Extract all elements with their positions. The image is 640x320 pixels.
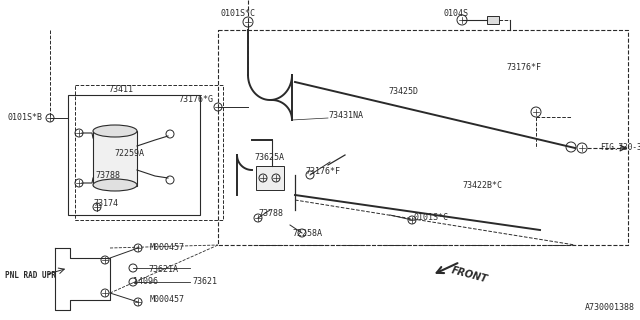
Text: 0101S*C: 0101S*C (221, 10, 255, 19)
Text: 73788: 73788 (258, 209, 283, 218)
Text: 73422B*C: 73422B*C (462, 180, 502, 189)
Ellipse shape (93, 179, 137, 191)
Text: FRONT: FRONT (450, 265, 488, 284)
Text: M000457: M000457 (150, 244, 185, 252)
Text: 73174: 73174 (93, 198, 118, 207)
Bar (68, 95, 200, 215)
Text: 72259A: 72259A (114, 148, 144, 157)
Bar (256, 166, 284, 190)
Text: 73411: 73411 (108, 84, 133, 93)
Text: 0101S*B: 0101S*B (8, 113, 43, 122)
Text: 73176*F: 73176*F (305, 167, 340, 177)
Text: 73625A: 73625A (254, 154, 284, 163)
Text: 73425D: 73425D (388, 86, 418, 95)
Text: 73176*F: 73176*F (506, 63, 541, 73)
Text: M000457: M000457 (150, 295, 185, 305)
Text: 0104S: 0104S (444, 10, 469, 19)
Text: 73621: 73621 (192, 277, 217, 286)
Text: A730001388: A730001388 (585, 303, 635, 312)
Text: 73788: 73788 (95, 171, 120, 180)
Text: 72258A: 72258A (292, 228, 322, 237)
Text: 73431NA: 73431NA (328, 110, 363, 119)
Ellipse shape (93, 125, 137, 137)
Bar (218, 30, 628, 245)
Text: FIG.730-3: FIG.730-3 (600, 143, 640, 153)
Text: 14096: 14096 (133, 277, 158, 286)
Bar (487, 16, 499, 24)
Text: 0101S*C: 0101S*C (414, 213, 449, 222)
Text: PNL RAD UPR: PNL RAD UPR (5, 271, 56, 281)
Bar (75, 85, 223, 220)
Bar (93, 131, 137, 186)
Text: 73621A: 73621A (148, 266, 178, 275)
Text: 73176*G: 73176*G (178, 95, 213, 105)
